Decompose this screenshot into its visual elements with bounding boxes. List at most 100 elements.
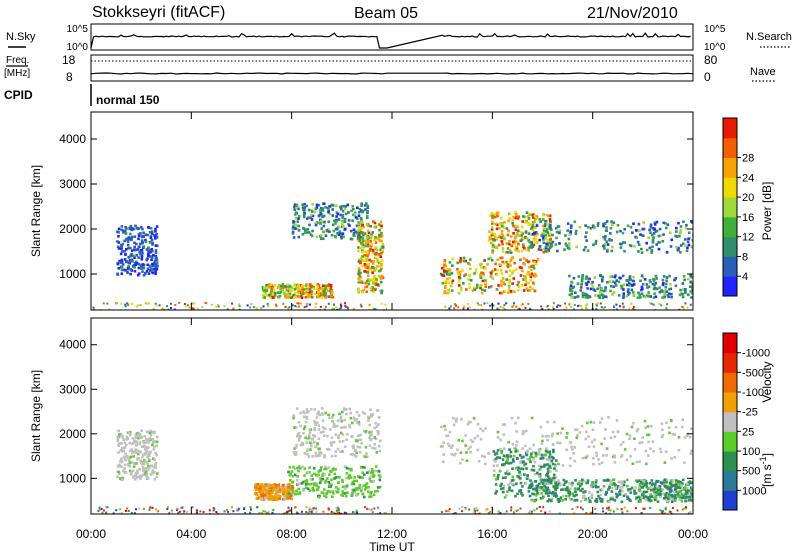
echo-cell [543,227,546,231]
echo-cell [270,290,273,294]
echo-cell [266,302,269,305]
echo-cell [626,224,630,228]
echo-cell [604,428,607,431]
echo-cell [468,274,472,278]
velocity-ylabel: Slant Range [km] [29,370,43,462]
echo-cell [283,284,287,288]
echo-cell [125,227,128,230]
echo-cell [273,293,277,297]
echo-cell [656,488,660,492]
echo-cell [652,277,655,281]
echo-cell [327,413,330,417]
echo-cell [249,306,252,309]
echo-cell [668,497,671,500]
echo-cell [663,291,667,295]
echo-cell [106,302,109,305]
echo-cell [499,221,502,225]
echo-cell [677,436,681,439]
echo-cell [551,432,554,436]
echo-cell [364,445,368,449]
echo-cell [512,460,515,463]
echo-cell [679,251,682,254]
echo-cell [215,305,218,308]
echo-cell [292,236,296,239]
echo-cell [538,245,542,248]
echo-cell [124,303,127,306]
echo-cell [116,437,120,441]
echo-cell [685,506,687,509]
echo-cell [530,482,533,486]
echo-cell [544,220,547,223]
echo-cell [330,436,334,440]
echo-cell [467,262,470,265]
echo-cell [496,464,499,467]
echo-cell [555,236,558,240]
echo-cell [657,488,661,492]
echo-cell [540,234,543,237]
echo-cell [122,449,126,453]
echo-cell [364,250,367,253]
echo-cell [322,230,325,234]
echo-cell [298,437,301,440]
xtick-label-1: 04:00 [176,527,206,541]
echo-cell [168,512,171,514]
echo-cell [146,468,150,472]
echo-cell [456,268,459,271]
echo-cell [366,256,369,259]
echo-cell [502,433,505,436]
echo-cell [677,448,681,452]
echo-cell [636,240,640,244]
echo-cell [298,492,302,495]
echo-cell [569,230,572,233]
echo-cell [129,433,132,437]
echo-cell [333,477,336,480]
echo-cell [530,468,534,472]
echo-cell [276,487,280,490]
echo-cell [490,228,494,231]
echo-cell [309,303,311,306]
echo-cell [655,491,658,494]
echo-cell [322,430,325,433]
echo-cell [501,247,505,250]
echo-cell [368,258,371,262]
echo-cell [154,461,158,465]
echo-cell [638,484,642,488]
echo-cell [295,206,298,210]
echo-cell [604,306,607,309]
echo-cell [381,234,384,238]
echo-cell [586,454,589,458]
echo-cell [296,466,299,470]
echo-cell [609,232,612,235]
echo-cell [154,258,158,262]
echo-cell [465,288,468,291]
echo-cell [379,277,383,280]
echo-cell [227,510,230,513]
echo-cell [450,272,454,275]
echo-cell [339,431,343,435]
echo-cell [545,489,549,492]
echo-cell [687,231,691,235]
echo-cell [136,433,140,437]
echo-cell [380,302,383,305]
echo-cell [267,496,271,500]
echo-cell [535,240,538,244]
echo-cell [328,473,331,476]
echo-cell [339,426,343,430]
echo-cell [545,228,549,231]
echo-cell [296,295,299,298]
echo-cell [517,242,520,246]
echo-cell [616,508,619,511]
echo-cell [501,463,505,466]
echo-cell [335,215,338,218]
echo-cell [309,444,313,448]
echo-cell [330,203,334,207]
echo-cell [308,471,311,474]
echo-cell [550,244,554,247]
echo-cell [579,289,583,292]
echo-cell [469,450,473,454]
echo-cell [478,512,481,514]
echo-cell [332,492,335,495]
echo-cell [375,278,378,281]
echo-cell [365,285,369,288]
echo-cell [679,231,682,234]
